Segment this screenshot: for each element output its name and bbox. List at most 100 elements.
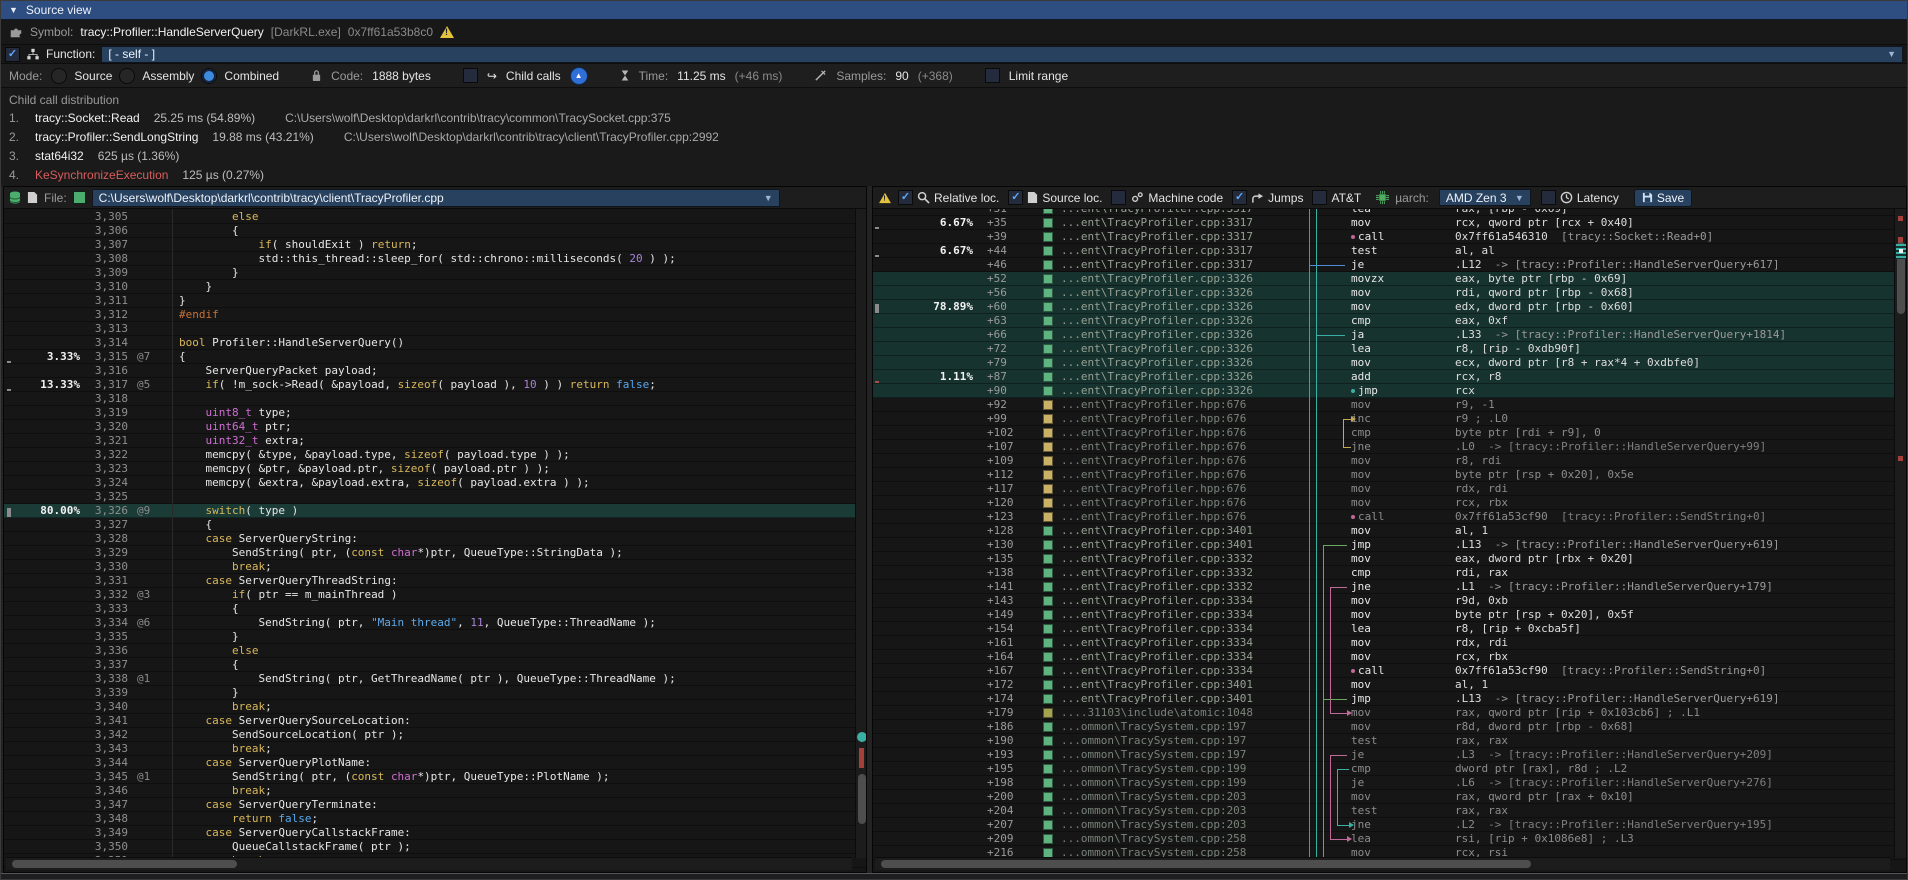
asm-mnemonic[interactable]: mov: [1351, 636, 1371, 649]
asm-source-location[interactable]: ...ent\TracyProfiler.cpp:3317: [1061, 258, 1254, 271]
asm-row[interactable]: +195 ...ommon\TracySystem.cpp:199 cmp dw…: [873, 762, 1906, 776]
asm-source-location[interactable]: ...ent\TracyProfiler.cpp:3334: [1061, 594, 1254, 607]
asm-mnemonic[interactable]: lea: [1351, 832, 1371, 845]
asm-source-location[interactable]: ...ent\TracyProfiler.cpp:3326: [1061, 328, 1254, 341]
uarch-select[interactable]: AMD Zen 3 ▼: [1438, 189, 1531, 206]
mode-option-label[interactable]: Source: [74, 68, 113, 83]
scroll-position-marker[interactable]: [857, 732, 866, 742]
asm-source-location[interactable]: ...ent\TracyProfiler.cpp:3334: [1061, 664, 1254, 677]
source-line[interactable]: 3,345 @1 SendString( ptr, (const char*)p…: [4, 770, 866, 784]
source-line[interactable]: 3,327 {: [4, 518, 866, 532]
asm-source-location[interactable]: ...ent\TracyProfiler.cpp:3326: [1061, 342, 1254, 355]
asm-mnemonic[interactable]: call: [1351, 664, 1455, 677]
source-line[interactable]: 3,309 }: [4, 266, 866, 280]
asm-mnemonic[interactable]: jne: [1351, 580, 1371, 593]
asm-source-location[interactable]: ...ent\TracyProfiler.cpp:3326: [1061, 272, 1254, 285]
collapse-icon[interactable]: ▼: [9, 5, 18, 15]
source-line[interactable]: 13.33% 3,317 @5 if( !m_sock->Read( &payl…: [4, 378, 866, 392]
asm-source-location[interactable]: ...ent\TracyProfiler.cpp:3334: [1061, 636, 1254, 649]
asm-mnemonic[interactable]: mov: [1351, 706, 1371, 719]
asm-source-location[interactable]: ...ent\TracyProfiler.hpp:676: [1061, 426, 1247, 439]
child-calls-up-button[interactable]: ▲: [569, 66, 588, 85]
source-line[interactable]: 3,311 }: [4, 294, 866, 308]
asm-row[interactable]: +161 ...ent\TracyProfiler.cpp:3334 mov r…: [873, 636, 1906, 650]
asm-row[interactable]: +186 ...ommon\TracySystem.cpp:197 mov r8…: [873, 720, 1906, 734]
asm-row[interactable]: 6.67% +35 ...ent\TracyProfiler.cpp:3317 …: [873, 216, 1906, 230]
asm-row[interactable]: +138 ...ent\TracyProfiler.cpp:3332 cmp r…: [873, 566, 1906, 580]
asm-mnemonic[interactable]: test: [1351, 734, 1378, 747]
asm-mnemonic[interactable]: lea: [1351, 342, 1371, 355]
source-line[interactable]: 3,341 case ServerQuerySourceLocation:: [4, 714, 866, 728]
child-call-row[interactable]: 3. stat64i32 625 µs (1.36%): [9, 147, 1899, 166]
asm-source-location[interactable]: ...ent\TracyProfiler.cpp:3401: [1061, 678, 1254, 691]
child-call-name[interactable]: stat64i32: [35, 149, 84, 163]
asm-row[interactable]: +56 ...ent\TracyProfiler.cpp:3326 mov rd…: [873, 286, 1906, 300]
asm-mnemonic[interactable]: movzx: [1351, 272, 1385, 285]
asm-source-location[interactable]: ...ent\TracyProfiler.cpp:3334: [1061, 650, 1254, 663]
asm-source-location[interactable]: ...ommon\TracySystem.cpp:199: [1061, 762, 1247, 775]
asm-row[interactable]: +135 ...ent\TracyProfiler.cpp:3332 mov e…: [873, 552, 1906, 566]
source-line[interactable]: 3,338 @1 SendString( ptr, GetThreadName(…: [4, 672, 866, 686]
asm-source-location[interactable]: ...ent\TracyProfiler.cpp:3326: [1061, 286, 1254, 299]
asm-source-location[interactable]: ...ent\TracyProfiler.cpp:3401: [1061, 692, 1254, 705]
asm-row[interactable]: +141 ...ent\TracyProfiler.cpp:3332 jne .…: [873, 580, 1906, 594]
asm-row[interactable]: +109 ...ent\TracyProfiler.hpp:676 mov r8…: [873, 454, 1906, 468]
asm-source-location[interactable]: ...ent\TracyProfiler.cpp:3326: [1061, 384, 1254, 397]
source-line[interactable]: 3,334 @6 SendString( ptr, "Main thread",…: [4, 616, 866, 630]
source-line[interactable]: 3,308 std::this_thread::sleep_for( std::…: [4, 252, 866, 266]
toggle-machine-code[interactable]: Machine code: [1111, 190, 1223, 205]
source-line[interactable]: 3,331 case ServerQueryThreadString:: [4, 574, 866, 588]
asm-mnemonic[interactable]: mov: [1351, 398, 1371, 411]
asm-row[interactable]: +39 ...ent\TracyProfiler.cpp:3317 call 0…: [873, 230, 1906, 244]
asm-source-location[interactable]: ...ent\TracyProfiler.hpp:676: [1061, 440, 1247, 453]
source-line[interactable]: 3,339 }: [4, 686, 866, 700]
asm-mnemonic[interactable]: mov: [1351, 524, 1371, 537]
asm-source-location[interactable]: ...ommon\TracySystem.cpp:258: [1061, 832, 1247, 845]
scrollbar-thumb[interactable]: [12, 860, 237, 868]
asm-row[interactable]: +207 ...ommon\TracySystem.cpp:203 jne .L…: [873, 818, 1906, 832]
scrollbar-thumb[interactable]: [881, 860, 1531, 868]
source-line[interactable]: 3,343 break;: [4, 742, 866, 756]
source-line[interactable]: 3,305 else: [4, 210, 866, 224]
asm-row[interactable]: +117 ...ent\TracyProfiler.hpp:676 mov rd…: [873, 482, 1906, 496]
asm-row[interactable]: +120 ...ent\TracyProfiler.hpp:676 mov rc…: [873, 496, 1906, 510]
asm-mnemonic[interactable]: lea: [1351, 622, 1371, 635]
asm-source-location[interactable]: ...ent\TracyProfiler.cpp:3334: [1061, 622, 1254, 635]
asm-mnemonic[interactable]: mov: [1351, 790, 1371, 803]
child-call-row[interactable]: 1. tracy::Socket::Read 25.25 ms (54.89%)…: [9, 109, 1899, 128]
mode-radio-assembly[interactable]: [119, 67, 136, 84]
source-line[interactable]: 80.00% 3,326 @9 switch( type ): [4, 504, 866, 518]
asm-row[interactable]: 1.11% +87 ...ent\TracyProfiler.cpp:3326 …: [873, 370, 1906, 384]
asm-row[interactable]: +190 ...ommon\TracySystem.cpp:197 test r…: [873, 734, 1906, 748]
source-line[interactable]: 3,321 uint32_t extra;: [4, 434, 866, 448]
asm-mnemonic[interactable]: mov: [1351, 286, 1371, 299]
source-line[interactable]: 3.33% 3,315 @7 {: [4, 350, 866, 364]
asm-source-location[interactable]: ...ent\TracyProfiler.hpp:676: [1061, 496, 1247, 509]
asm-mnemonic[interactable]: cmp: [1351, 426, 1371, 439]
source-line[interactable]: 3,333 {: [4, 602, 866, 616]
asm-mnemonic[interactable]: jmp: [1351, 384, 1455, 397]
asm-source-location[interactable]: ...ent\TracyProfiler.cpp:3317: [1061, 230, 1254, 243]
asm-row[interactable]: +149 ...ent\TracyProfiler.cpp:3334 mov b…: [873, 608, 1906, 622]
window-titlebar[interactable]: ▼ Source view: [1, 1, 1907, 20]
source-line[interactable]: 3,340 break;: [4, 700, 866, 714]
asm-row[interactable]: +123 ...ent\TracyProfiler.hpp:676 call 0…: [873, 510, 1906, 524]
checkbox[interactable]: [1111, 190, 1127, 205]
source-line[interactable]: 3,320 uint64_t ptr;: [4, 420, 866, 434]
asm-source-location[interactable]: ...ent\TracyProfiler.hpp:676: [1061, 454, 1247, 467]
asm-row[interactable]: +198 ...ommon\TracySystem.cpp:199 je .L6…: [873, 776, 1906, 790]
asm-source-location[interactable]: ...ent\TracyProfiler.cpp:3332: [1061, 552, 1254, 565]
asm-mnemonic[interactable]: je: [1351, 748, 1365, 761]
asm-source-location[interactable]: ...ent\TracyProfiler.hpp:676: [1061, 468, 1247, 481]
assembly-vertical-scrollbar[interactable]: [1894, 209, 1906, 858]
asm-source-location[interactable]: ...ent\TracyProfiler.cpp:3332: [1061, 580, 1254, 593]
asm-mnemonic[interactable]: cmp: [1351, 762, 1371, 775]
child-call-row[interactable]: 4. KeSynchronizeExecution 125 µs (0.27%): [9, 166, 1899, 185]
asm-mnemonic[interactable]: jne: [1351, 818, 1371, 831]
asm-source-location[interactable]: ....31103\include\atomic:1048: [1061, 706, 1254, 719]
child-call-name[interactable]: tracy::Profiler::SendLongString: [35, 130, 199, 144]
asm-row[interactable]: +72 ...ent\TracyProfiler.cpp:3326 lea r8…: [873, 342, 1906, 356]
toggle-jumps[interactable]: Jumps: [1232, 190, 1303, 205]
asm-mnemonic[interactable]: mov: [1351, 720, 1371, 733]
source-line[interactable]: 3,322 memcpy( &type, &payload.type, size…: [4, 448, 866, 462]
